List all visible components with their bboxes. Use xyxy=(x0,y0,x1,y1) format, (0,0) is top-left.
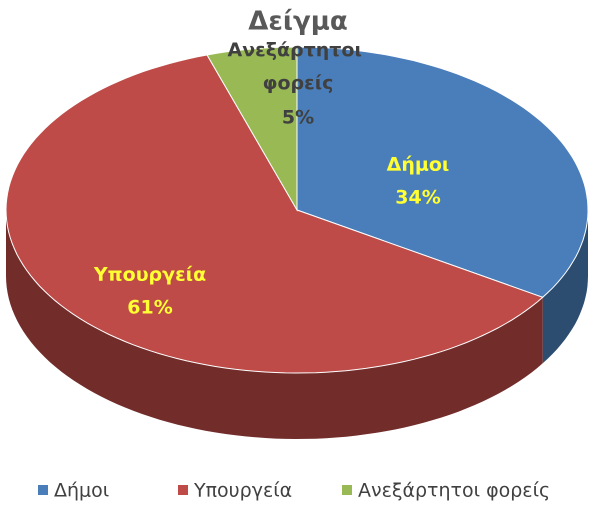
data-label-value: 5% xyxy=(282,107,314,129)
legend-swatch xyxy=(342,485,352,495)
pie-slice-side xyxy=(542,210,588,364)
data-label-name: Υπουργεία xyxy=(93,264,206,286)
pie-slice-side xyxy=(6,210,543,439)
chart-title: Δείγμα xyxy=(248,7,347,37)
legend-label: Ανεξάρτητοι φορείς xyxy=(358,480,550,502)
legend-label: Δήμοι xyxy=(54,480,109,502)
data-label-name: Ανεξάρτητοι φορείς xyxy=(228,39,369,94)
pie-slice xyxy=(206,46,298,212)
legend-label: Υπουργεία xyxy=(193,480,292,502)
pie-slice xyxy=(5,54,544,374)
legend-swatch xyxy=(38,485,48,495)
legend-swatch xyxy=(178,485,188,495)
pie-slice xyxy=(296,46,589,298)
data-label-value: 34% xyxy=(395,187,440,209)
data-label-name: Δήμοι xyxy=(387,154,450,176)
data-label-value: 61% xyxy=(127,297,172,319)
